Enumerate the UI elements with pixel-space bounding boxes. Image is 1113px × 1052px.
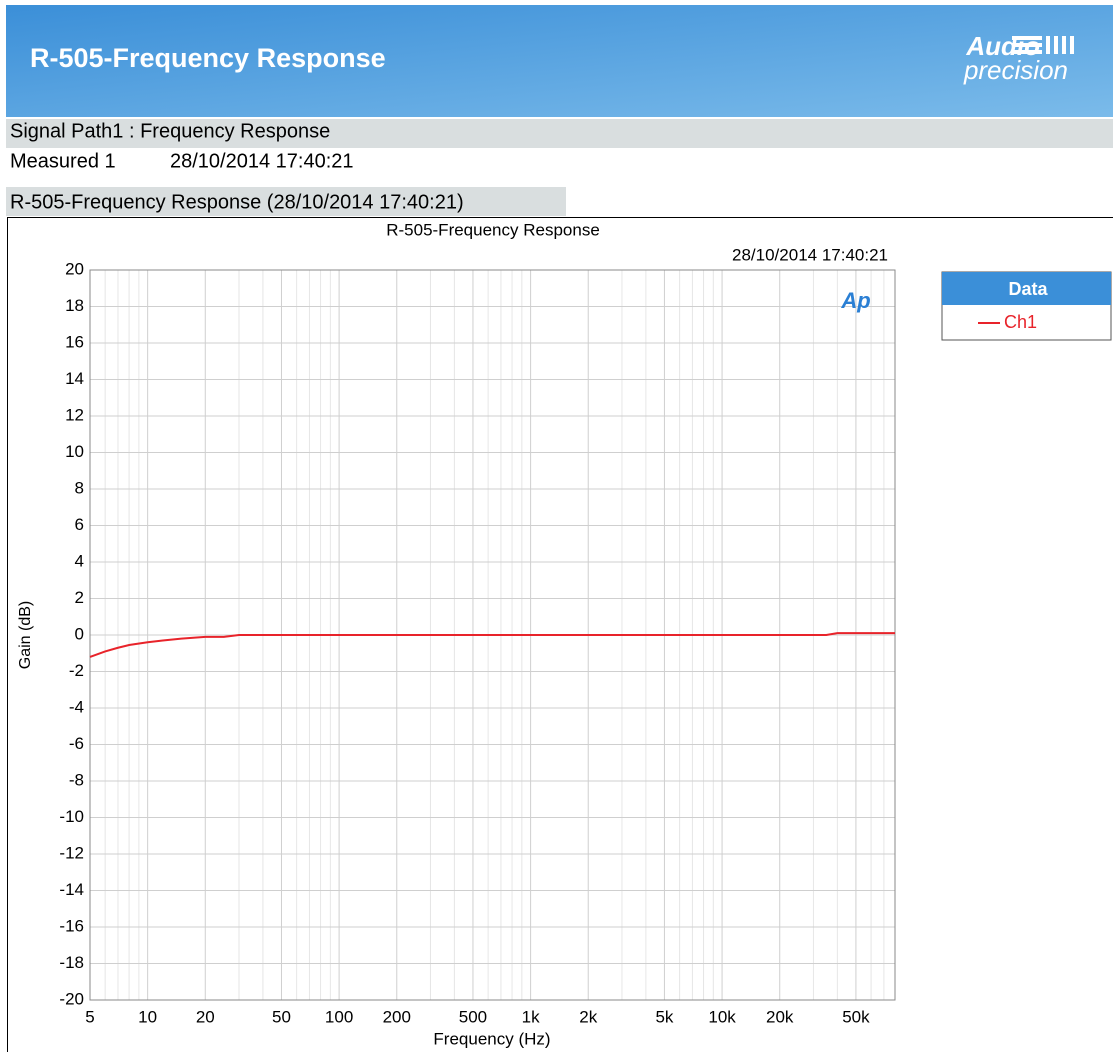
legend-label: Ch1 bbox=[1004, 312, 1037, 332]
watermark: Ap bbox=[840, 288, 870, 313]
graph-caption: R-505-Frequency Response (28/10/2014 17:… bbox=[10, 191, 464, 213]
x-tick-label: 5 bbox=[85, 1007, 94, 1026]
x-tick-label: 10 bbox=[138, 1007, 157, 1026]
y-tick-label: 6 bbox=[75, 515, 84, 534]
y-tick-label: 4 bbox=[75, 551, 84, 570]
header-title: R-505-Frequency Response bbox=[30, 43, 386, 73]
section-bar bbox=[6, 119, 1113, 148]
y-tick-label: 12 bbox=[65, 405, 84, 424]
x-tick-label: 20 bbox=[196, 1007, 215, 1026]
y-tick-label: -20 bbox=[59, 989, 84, 1008]
chart-frame bbox=[7, 217, 1113, 1052]
y-tick-label: -10 bbox=[59, 807, 84, 826]
y-tick-label: -2 bbox=[69, 661, 84, 680]
chart-timestamp: 28/10/2014 17:40:21 bbox=[732, 245, 888, 264]
chart-title: R-505-Frequency Response bbox=[386, 220, 600, 239]
x-tick-label: 1k bbox=[522, 1007, 540, 1026]
y-tick-label: 0 bbox=[75, 624, 84, 643]
y-tick-label: 20 bbox=[65, 259, 84, 278]
header-banner bbox=[6, 5, 1113, 117]
y-tick-label: -8 bbox=[69, 770, 84, 789]
plot-border bbox=[89, 269, 896, 1001]
x-tick-label: 100 bbox=[325, 1007, 353, 1026]
x-tick-label: 2k bbox=[579, 1007, 597, 1026]
x-tick-label: 20k bbox=[766, 1007, 794, 1026]
y-tick-label: 10 bbox=[65, 442, 84, 461]
x-tick-label: 5k bbox=[655, 1007, 673, 1026]
y-tick-label: -16 bbox=[59, 916, 84, 935]
y-tick-label: -4 bbox=[69, 697, 84, 716]
legend-title: Data bbox=[1008, 279, 1048, 299]
signal-path: Signal Path1 : Frequency Response bbox=[10, 120, 330, 142]
measured-label: Measured 1 bbox=[10, 150, 116, 172]
x-axis-label: Frequency (Hz) bbox=[433, 1029, 550, 1048]
y-tick-label: -14 bbox=[59, 880, 84, 899]
measured-time: 28/10/2014 17:40:21 bbox=[170, 150, 354, 172]
x-tick-label: 50k bbox=[842, 1007, 870, 1026]
y-tick-label: 18 bbox=[65, 296, 84, 315]
y-axis-label: Gain (dB) bbox=[17, 601, 34, 669]
logo-bars bbox=[1012, 36, 1074, 54]
x-tick-label: 500 bbox=[459, 1007, 487, 1026]
x-tick-label: 50 bbox=[272, 1007, 291, 1026]
y-tick-label: 2 bbox=[75, 588, 84, 607]
data-line bbox=[89, 632, 895, 658]
logo-bottom: precision bbox=[963, 55, 1068, 85]
x-tick-label: 10k bbox=[708, 1007, 736, 1026]
x-tick-label: 200 bbox=[383, 1007, 411, 1026]
y-tick-label: 8 bbox=[75, 478, 84, 497]
y-tick-label: 16 bbox=[65, 332, 84, 351]
y-tick-label: -18 bbox=[59, 953, 84, 972]
legend-header bbox=[942, 272, 1111, 305]
caption-bar bbox=[6, 187, 566, 216]
y-tick-label: -12 bbox=[59, 843, 84, 862]
y-tick-label: 14 bbox=[65, 369, 84, 388]
y-tick-label: -6 bbox=[69, 734, 84, 753]
